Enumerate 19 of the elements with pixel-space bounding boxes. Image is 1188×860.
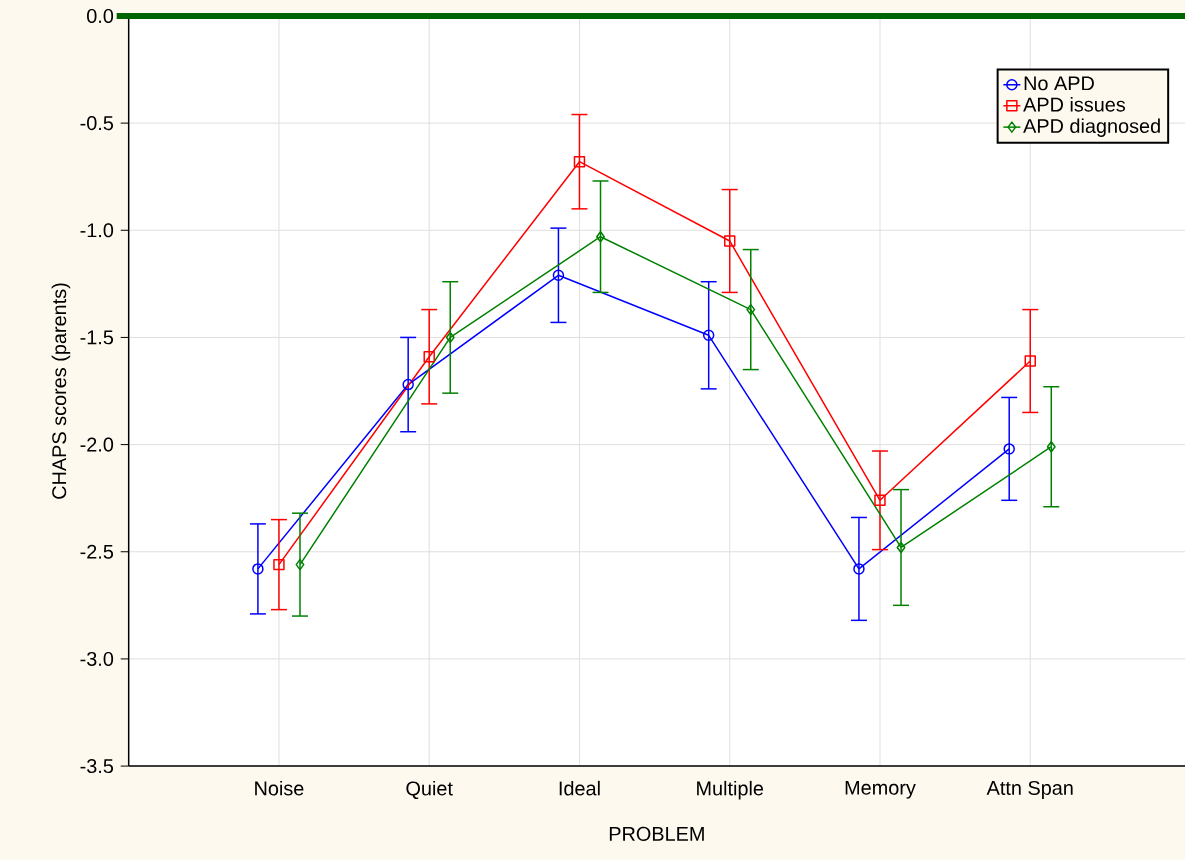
y-tick-label: -1.0 [80, 223, 114, 238]
y-tick-label: -2.5 [80, 544, 114, 559]
y-tick-label: -3.5 [80, 759, 114, 774]
x-tick-label: Memory [845, 780, 916, 799]
y-tick-label: 0.0 [87, 9, 114, 24]
x-tick-label: Attn Span [986, 780, 1073, 799]
x-tick-label: Noise [255, 780, 304, 796]
y-tick-label: -1.5 [80, 330, 114, 345]
x-axis-title: PROBLEM [609, 826, 704, 841]
legend-label: APD issues [1023, 97, 1126, 112]
x-tick-label: Quiet [406, 780, 453, 800]
x-tick-label: Multiple [697, 780, 764, 800]
y-tick-label: -3.0 [80, 651, 114, 667]
y-tick-label: -2.0 [80, 437, 114, 452]
x-tick-label: Ideal [559, 780, 600, 796]
y-axis-title: CHAPS scores (parents) [51, 283, 71, 499]
legend-label: APD diagnosed [1023, 118, 1160, 138]
y-tick-label: -0.5 [80, 116, 114, 131]
legend-label: No APD [1024, 76, 1094, 91]
